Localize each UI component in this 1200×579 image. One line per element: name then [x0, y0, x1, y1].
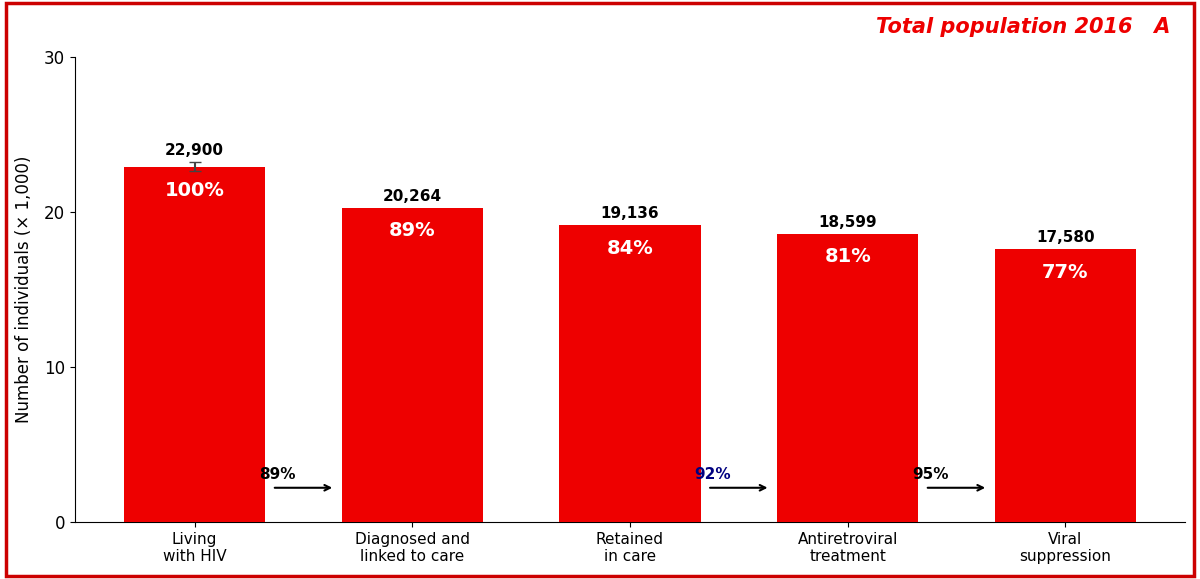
Text: 22,900: 22,900 — [166, 143, 224, 158]
Text: 18,599: 18,599 — [818, 215, 877, 230]
Bar — [995, 250, 1136, 522]
Text: 17,580: 17,580 — [1036, 230, 1094, 245]
Text: 84%: 84% — [607, 239, 653, 258]
Bar — [124, 167, 265, 522]
Text: 81%: 81% — [824, 247, 871, 266]
Bar — [559, 225, 701, 522]
Text: 20,264: 20,264 — [383, 189, 442, 204]
Text: 89%: 89% — [259, 467, 295, 482]
Text: 100%: 100% — [164, 181, 224, 200]
Text: 92%: 92% — [695, 467, 731, 482]
Text: 19,136: 19,136 — [601, 206, 659, 221]
Bar — [776, 233, 918, 522]
Text: 95%: 95% — [912, 467, 948, 482]
Bar — [342, 208, 484, 522]
Y-axis label: Number of individuals (× 1,000): Number of individuals (× 1,000) — [14, 156, 34, 423]
Text: 77%: 77% — [1042, 263, 1088, 282]
Text: 89%: 89% — [389, 221, 436, 240]
Text: Total population 2016   A: Total population 2016 A — [876, 17, 1170, 38]
